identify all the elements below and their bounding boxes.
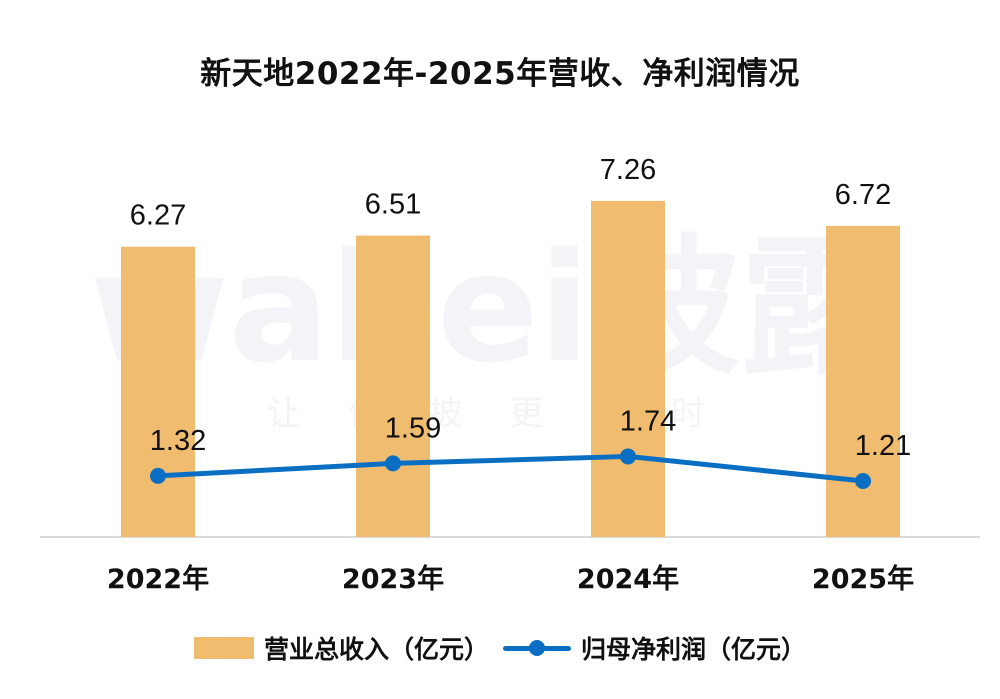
bar [356,235,430,537]
line-marker-icon [503,637,571,659]
x-axis-labels: 2022年 2023年 2024年 2025年 [107,563,914,595]
watermark-logo: wabei披露 [90,222,891,396]
line-point-marker [620,448,636,465]
legend-item-net-profit: 归母净利润（亿元） [503,630,806,666]
line-point-marker [855,472,871,489]
line-point-marker [150,467,166,484]
line-series: 1.32 1.59 1.74 1.21 [150,405,911,489]
legend-label-revenue: 营业总收入（亿元） [263,635,489,664]
bar-value-label: 6.27 [130,200,186,232]
bar-series: 6.27 6.51 7.26 6.72 [121,154,900,537]
legend-item-revenue: 营业总收入（亿元） [193,630,489,666]
line-point-marker [385,455,401,472]
chart-title: 新天地2022年-2025年营收、净利润情况 [200,56,800,92]
bar-swatch-icon [193,637,254,659]
line-value-label: 1.21 [855,430,911,462]
line-value-label: 1.59 [385,412,441,444]
bar-value-label: 6.72 [835,179,891,211]
line-value-label: 1.74 [620,405,676,437]
bar [591,200,665,537]
bar-value-label: 6.51 [365,189,421,221]
bar [121,246,195,537]
x-axis-tick-label: 2022年 [107,563,209,595]
x-axis-tick-label: 2023年 [342,563,444,595]
x-axis-tick-label: 2024年 [577,563,679,595]
line-value-label: 1.32 [150,425,206,457]
legend: 营业总收入（亿元） 归母净利润（亿元） [0,630,1000,666]
legend-label-net-profit: 归母净利润（亿元） [581,635,807,664]
bar [826,225,900,537]
bar-value-label: 7.26 [600,154,656,186]
x-axis-tick-label: 2025年 [812,563,914,595]
profit-line [157,453,864,484]
